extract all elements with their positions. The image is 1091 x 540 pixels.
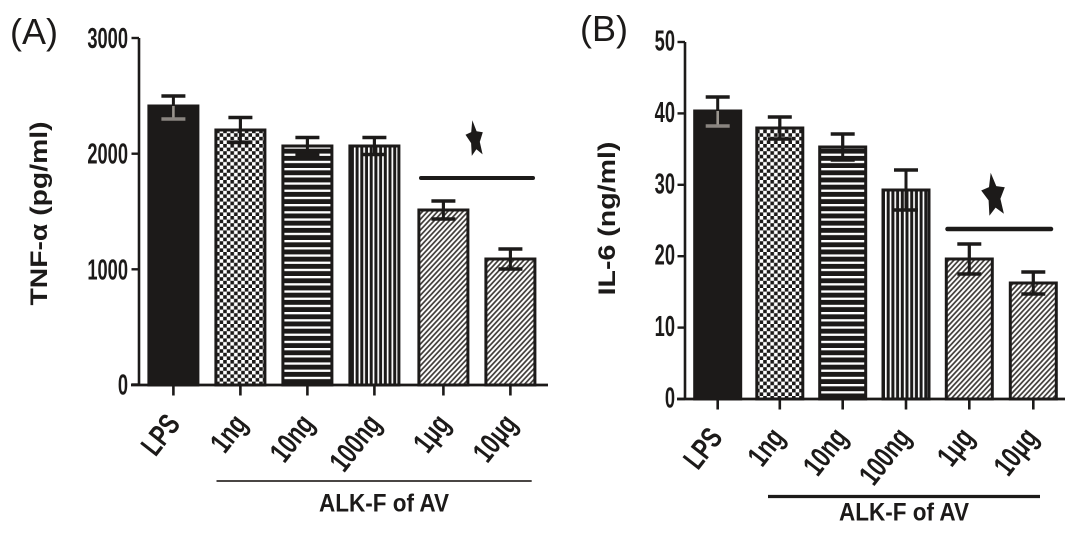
svg-text:IL-6 (ng/ml): IL-6 (ng/ml) bbox=[593, 142, 620, 296]
svg-text:20: 20 bbox=[655, 240, 675, 272]
svg-text:1ng: 1ng bbox=[740, 421, 791, 472]
svg-text:1μg: 1μg bbox=[406, 408, 457, 459]
svg-text:2000: 2000 bbox=[87, 139, 128, 171]
svg-text:1000: 1000 bbox=[87, 254, 128, 286]
svg-text:100ng: 100ng bbox=[322, 408, 388, 478]
svg-text:1ng: 1ng bbox=[203, 408, 254, 459]
svg-text:100ng: 100ng bbox=[852, 421, 918, 491]
svg-text:LPS: LPS bbox=[134, 408, 187, 462]
svg-text:0: 0 bbox=[118, 369, 128, 401]
svg-text:(B): (B) bbox=[580, 8, 628, 49]
svg-text:10μg: 10μg bbox=[466, 408, 524, 469]
svg-text:ALK-F of AV: ALK-F of AV bbox=[839, 498, 969, 526]
svg-text:3000: 3000 bbox=[87, 23, 128, 55]
svg-text:TNF-α (pg/ml): TNF-α (pg/ml) bbox=[25, 121, 52, 305]
svg-text:LPS: LPS bbox=[676, 421, 729, 475]
svg-text:(A): (A) bbox=[10, 11, 58, 52]
svg-text:10μg: 10μg bbox=[987, 421, 1045, 482]
svg-text:ALK-F of AV: ALK-F of AV bbox=[319, 489, 449, 517]
svg-text:30: 30 bbox=[655, 168, 675, 200]
svg-text:0: 0 bbox=[665, 382, 675, 414]
svg-text:10ng: 10ng bbox=[796, 421, 854, 482]
svg-text:10: 10 bbox=[655, 311, 675, 343]
svg-text:1μg: 1μg bbox=[930, 421, 981, 472]
svg-text:40: 40 bbox=[655, 97, 675, 129]
svg-text:50: 50 bbox=[655, 25, 675, 57]
svg-text:10ng: 10ng bbox=[263, 408, 321, 469]
